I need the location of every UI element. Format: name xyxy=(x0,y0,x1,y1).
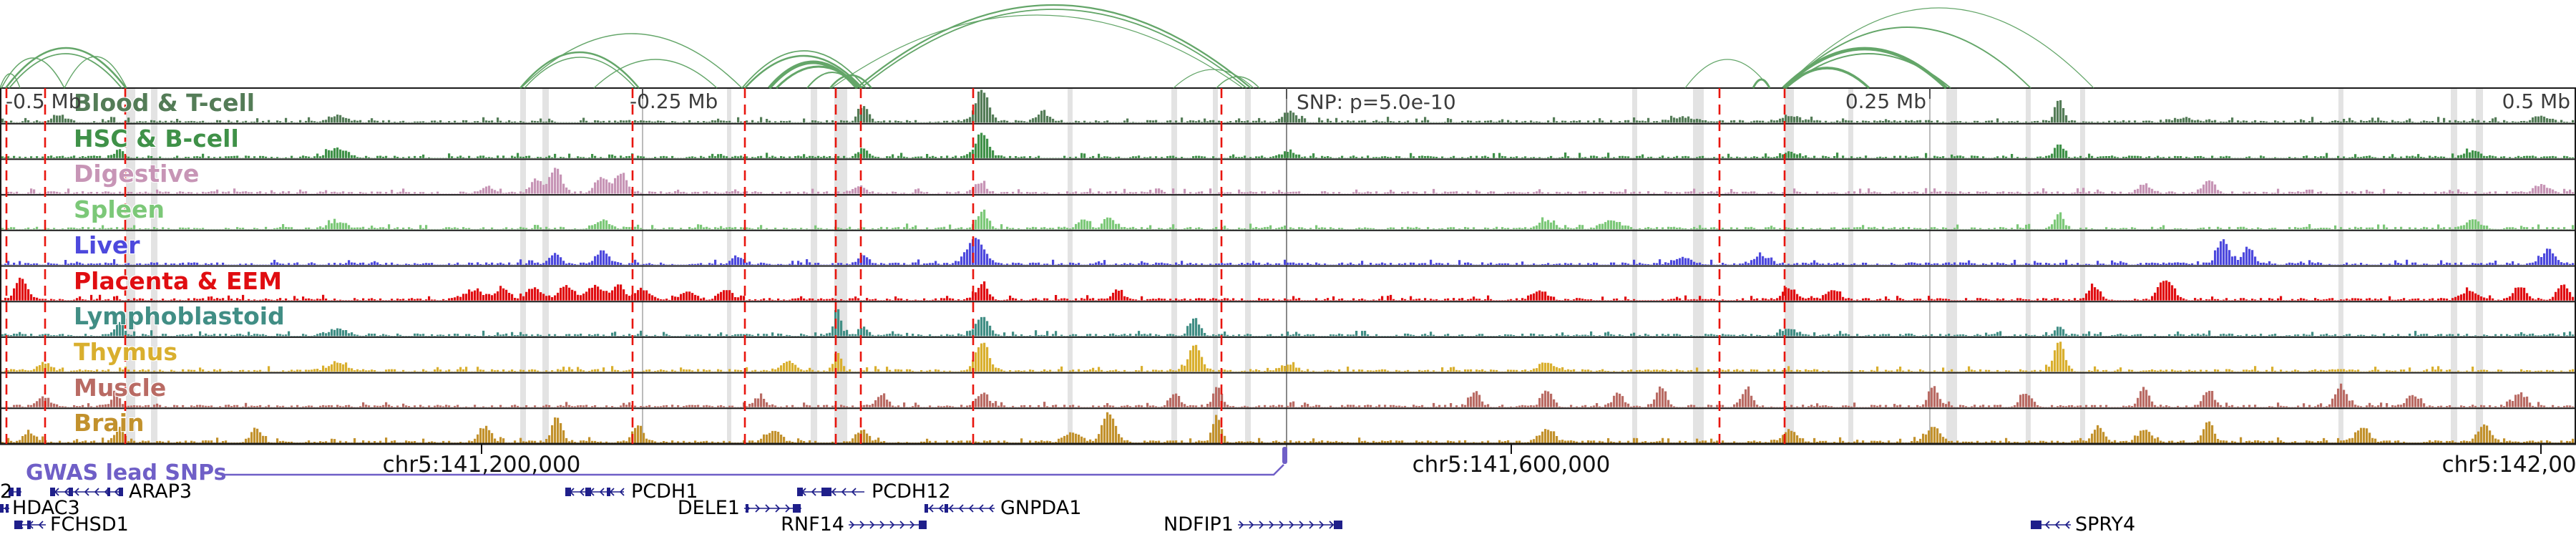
signal-track-brain xyxy=(1,412,2575,443)
signal-track-digestive xyxy=(1,168,2575,194)
track-label-muscle: Muscle xyxy=(74,373,167,402)
signal-track-lymphoblastoid xyxy=(1,309,2575,337)
axis-label: chr5:141,200,000 xyxy=(382,452,581,478)
gene-label-arap3: ARAP3 xyxy=(129,480,192,503)
signal-track-blood-t-cell xyxy=(1,90,2575,123)
axis-label: chr5:141,600,000 xyxy=(1412,452,1611,478)
gene-pcdh12 xyxy=(797,488,864,496)
signal-track-muscle xyxy=(1,383,2575,407)
gene-rnf14 xyxy=(849,521,927,529)
gene-label-rnf14: RNF14 xyxy=(781,513,844,536)
track-label-hsc-b-cell: HSC & B-cell xyxy=(74,124,239,153)
gwas-lead-snps-track xyxy=(220,447,1287,476)
gene-label-spry4: SPRY4 xyxy=(2075,513,2136,536)
gene-arap3 xyxy=(50,488,123,496)
track-label-liver: Liver xyxy=(74,231,140,259)
gene-label-2: 2 xyxy=(0,480,13,503)
snp-pvalue-label: SNP: p=5.0e-10 xyxy=(1297,90,1456,114)
gene-dele1 xyxy=(744,504,801,513)
track-label-digestive: Digestive xyxy=(74,160,200,188)
signal-track-thymus xyxy=(1,342,2575,372)
ruler-label: 0.25 Mb xyxy=(1845,90,1926,113)
gene-label-fchsd1: FCHSD1 xyxy=(50,513,129,536)
ruler-label: -0.5 Mb xyxy=(6,90,82,113)
interaction-arcs xyxy=(0,4,2094,90)
ruler-label: -0.25 Mb xyxy=(630,90,718,113)
signal-track-placenta-eem xyxy=(1,277,2575,301)
gene-label-dele1: DELE1 xyxy=(677,497,740,519)
track-label-placenta-eem: Placenta & EEM xyxy=(74,266,282,295)
gene-label-gnpda1: GNPDA1 xyxy=(1000,497,1082,519)
gwas-snp-marker xyxy=(1282,447,1287,464)
gene-label-ndfip1: NDFIP1 xyxy=(1163,513,1234,536)
track-label-lymphoblastoid: Lymphoblastoid xyxy=(74,302,285,331)
gene-gnpda1 xyxy=(924,504,995,513)
track-label-blood-t-cell: Blood & T-cell xyxy=(74,89,255,117)
ruler-label: 0.5 Mb xyxy=(2502,90,2570,113)
track-label-thymus: Thymus xyxy=(74,337,178,366)
track-label-brain: Brain xyxy=(74,409,145,437)
signal-track-hsc-b-cell xyxy=(1,132,2575,158)
signal-track-spleen xyxy=(1,209,2575,230)
gene-label-pcdh12: PCDH12 xyxy=(872,480,951,503)
gene-ndfip1 xyxy=(1238,521,1342,529)
axis-label: chr5:142,000,000 xyxy=(2441,452,2576,478)
track-label-spleen: Spleen xyxy=(74,195,165,224)
gene-label-pcdh1: PCDH1 xyxy=(631,480,698,503)
signal-track-liver xyxy=(1,238,2575,265)
gwas-lead-snps-label: GWAS lead SNPs xyxy=(26,460,227,485)
gene-2 xyxy=(9,488,21,496)
gene-fchsd1 xyxy=(14,521,46,529)
gene-label-hdac3: HDAC3 xyxy=(12,497,80,519)
gene-hdac3 xyxy=(0,504,9,513)
gene-spry4 xyxy=(2031,521,2071,529)
gene-pcdh1 xyxy=(565,488,625,496)
gwas-snp-red-lines xyxy=(5,88,1786,444)
